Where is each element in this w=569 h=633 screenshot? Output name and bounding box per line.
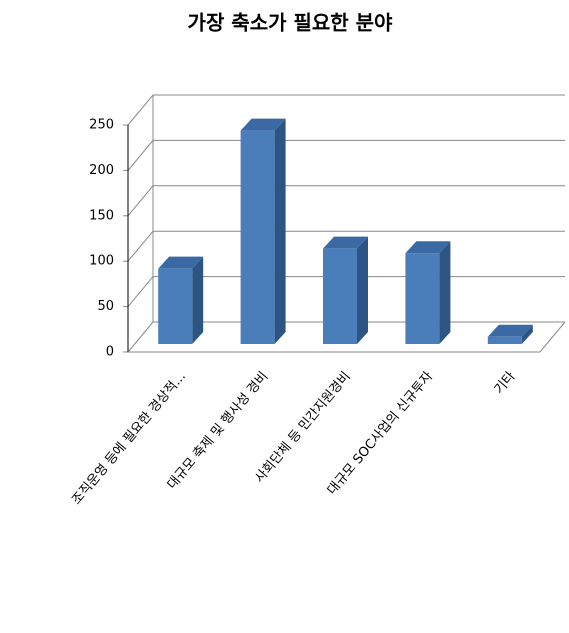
- chart-title: 가장 축소가 필요한 분야: [188, 11, 393, 35]
- grid-line: [127, 139, 565, 171]
- y-tick-label: 100: [89, 254, 114, 269]
- y-tick-label: 250: [89, 118, 114, 133]
- bar: [405, 253, 440, 344]
- bar-top: [405, 241, 451, 254]
- bar: [158, 268, 193, 344]
- bar-side: [192, 256, 204, 344]
- grid-line: [127, 94, 565, 126]
- bar-top: [323, 236, 368, 249]
- bar: [240, 130, 275, 344]
- grid-line: [127, 185, 565, 217]
- bar-side: [274, 118, 286, 345]
- y-tick-label: 0: [106, 345, 114, 360]
- x-tick-label: 기타: [492, 369, 519, 397]
- bar-top: [487, 324, 533, 337]
- y-tick-label: 50: [97, 299, 114, 314]
- bar: [323, 248, 357, 344]
- bar-side: [521, 324, 533, 344]
- bar-side: [357, 236, 368, 344]
- y-tick-label: 200: [89, 163, 114, 178]
- bar: [487, 336, 522, 344]
- bar-side: [439, 241, 451, 344]
- x-tick-label: 사회단체 등 민간지원경비: [252, 369, 353, 486]
- bar-top: [240, 118, 286, 131]
- floor: [128, 321, 566, 353]
- bar-top: [158, 256, 204, 269]
- y-tick-label: 150: [89, 208, 114, 223]
